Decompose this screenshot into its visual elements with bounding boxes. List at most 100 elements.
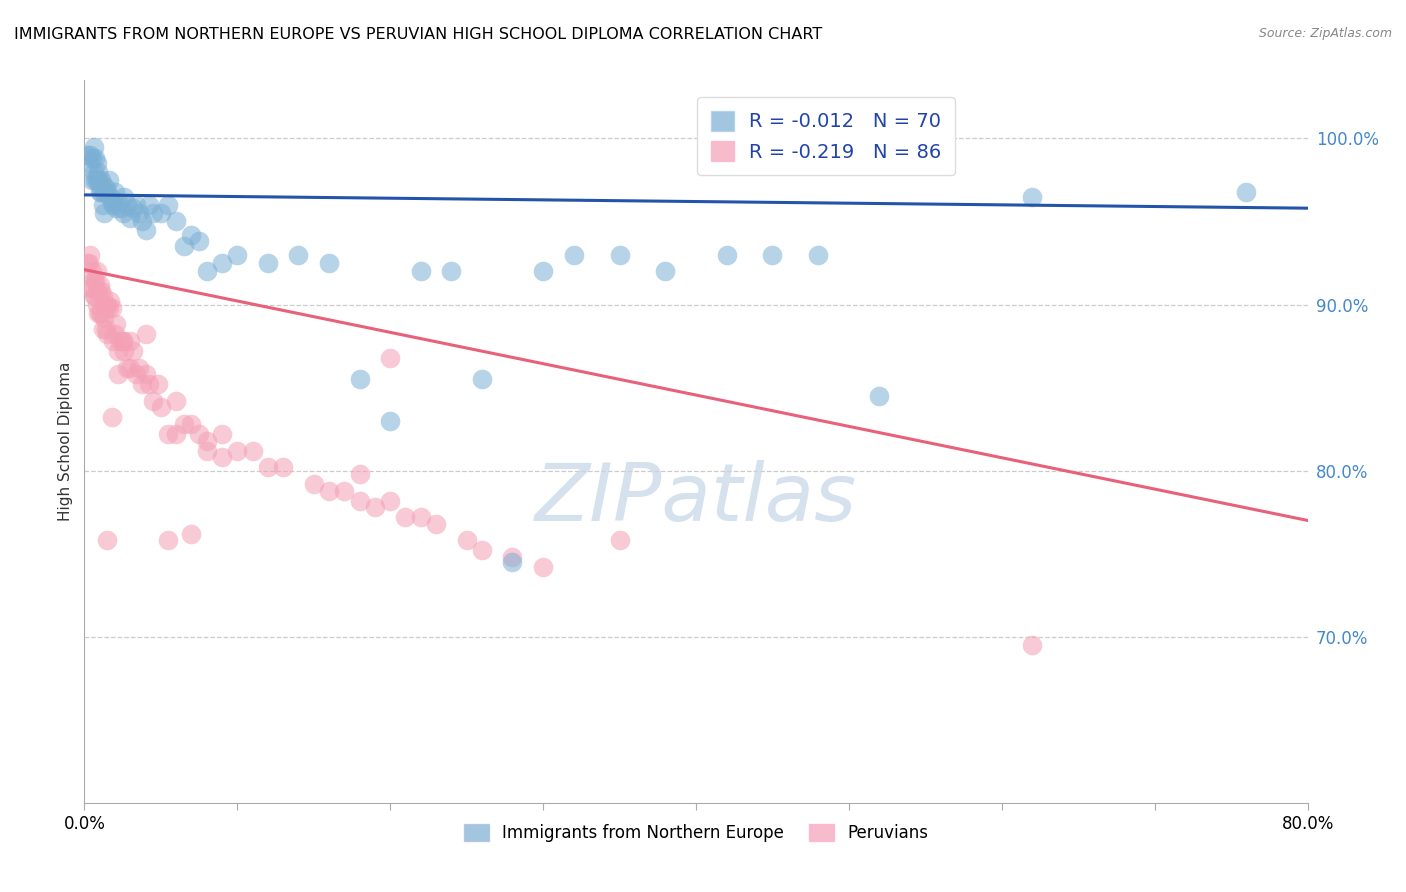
Point	[94, 322, 117, 336]
Point	[180, 227, 202, 242]
Point	[90, 173, 112, 187]
Point	[90, 284, 112, 298]
Point	[94, 301, 117, 315]
Point	[1021, 189, 1043, 203]
Point	[83, 272, 105, 286]
Point	[807, 248, 830, 262]
Point	[101, 301, 124, 315]
Point	[165, 393, 187, 408]
Text: IMMIGRANTS FROM NORTHERN EUROPE VS PERUVIAN HIGH SCHOOL DIPLOMA CORRELATION CHAR: IMMIGRANTS FROM NORTHERN EUROPE VS PERUV…	[14, 27, 823, 42]
Point	[105, 318, 128, 332]
Point	[125, 198, 148, 212]
Point	[77, 156, 100, 170]
Point	[349, 493, 371, 508]
Point	[79, 281, 101, 295]
Point	[135, 223, 157, 237]
Point	[364, 500, 387, 515]
Point	[165, 427, 187, 442]
Point	[380, 414, 402, 428]
Point	[89, 185, 111, 199]
Point	[122, 344, 145, 359]
Point	[456, 533, 478, 548]
Point	[128, 206, 150, 220]
Text: Source: ZipAtlas.com: Source: ZipAtlas.com	[1258, 27, 1392, 40]
Point	[131, 377, 153, 392]
Point	[96, 297, 118, 311]
Point	[135, 327, 157, 342]
Point	[98, 294, 121, 309]
Point	[531, 264, 554, 278]
Point	[79, 248, 101, 262]
Point	[195, 434, 218, 448]
Point	[107, 368, 129, 382]
Point	[471, 543, 494, 558]
Point	[318, 256, 340, 270]
Point	[77, 256, 100, 270]
Point	[87, 173, 110, 187]
Point	[716, 248, 738, 262]
Point	[89, 306, 111, 320]
Point	[91, 178, 114, 192]
Point	[271, 460, 294, 475]
Point	[108, 334, 131, 348]
Point	[101, 410, 124, 425]
Point	[1236, 185, 1258, 199]
Point	[87, 306, 110, 320]
Point	[394, 510, 416, 524]
Point	[97, 301, 120, 315]
Point	[142, 393, 165, 408]
Point	[86, 173, 108, 187]
Point	[86, 297, 108, 311]
Point	[302, 476, 325, 491]
Point	[131, 214, 153, 228]
Point	[96, 327, 118, 342]
Point	[90, 306, 112, 320]
Point	[173, 239, 195, 253]
Point	[115, 198, 138, 212]
Point	[380, 351, 402, 365]
Point	[157, 533, 180, 548]
Point	[531, 560, 554, 574]
Point	[83, 164, 105, 178]
Point	[80, 281, 103, 295]
Point	[90, 185, 112, 199]
Point	[609, 248, 631, 262]
Point	[87, 164, 110, 178]
Point	[89, 277, 111, 292]
Point	[87, 284, 110, 298]
Point	[86, 156, 108, 170]
Point	[83, 139, 105, 153]
Point	[120, 360, 142, 375]
Point	[138, 198, 160, 212]
Point	[93, 206, 115, 220]
Point	[409, 264, 432, 278]
Point	[211, 450, 233, 465]
Point	[157, 427, 180, 442]
Point	[86, 264, 108, 278]
Point	[111, 334, 134, 348]
Point	[115, 360, 138, 375]
Point	[157, 198, 180, 212]
Point	[84, 173, 107, 187]
Point	[869, 389, 891, 403]
Point	[84, 152, 107, 166]
Point	[138, 377, 160, 392]
Point	[111, 334, 134, 348]
Point	[195, 264, 218, 278]
Point	[101, 194, 124, 209]
Point	[165, 214, 187, 228]
Point	[93, 310, 115, 325]
Point	[409, 510, 432, 524]
Point	[103, 198, 125, 212]
Point	[122, 201, 145, 215]
Point	[287, 248, 309, 262]
Point	[91, 322, 114, 336]
Point	[1021, 638, 1043, 652]
Point	[103, 334, 125, 348]
Point	[502, 549, 524, 564]
Point	[135, 368, 157, 382]
Text: ZIPatlas: ZIPatlas	[534, 460, 858, 539]
Point	[107, 194, 129, 209]
Point	[333, 483, 356, 498]
Point	[380, 493, 402, 508]
